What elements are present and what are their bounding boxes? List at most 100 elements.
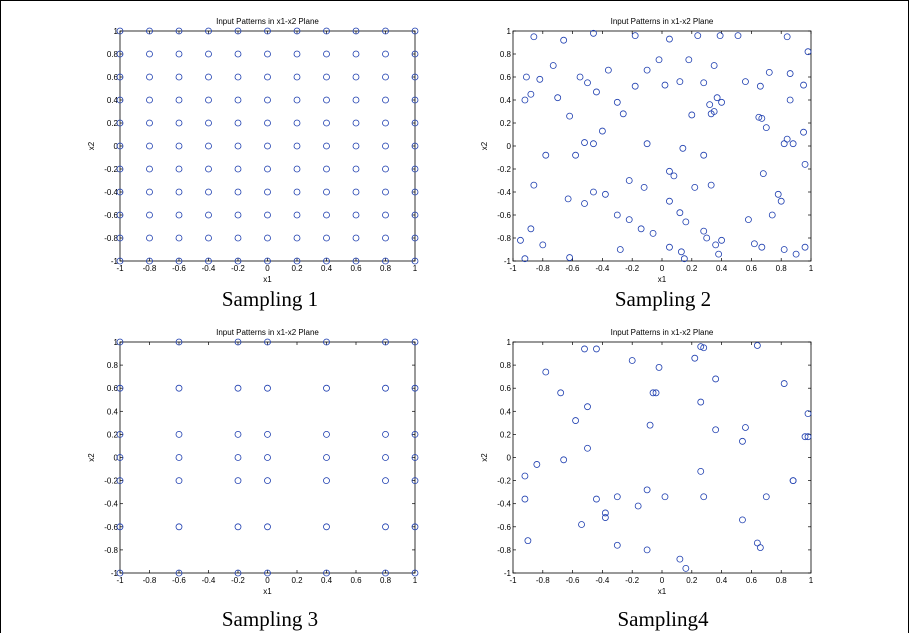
data-point xyxy=(765,69,773,76)
y-tick-label: 1 xyxy=(507,338,512,347)
plot-area xyxy=(512,30,812,262)
y-tick-label: -0.6 xyxy=(497,523,511,532)
x-tick-label: -0.6 xyxy=(172,264,186,273)
data-point xyxy=(523,73,530,81)
x-tick-label: -0.6 xyxy=(566,576,580,585)
panel-caption: Sampling 3 xyxy=(222,607,318,631)
data-point xyxy=(146,211,153,219)
data-point xyxy=(801,243,809,251)
data-point xyxy=(146,188,153,196)
scatter-panel-2: Input Patterns in x1-x2 Plane -1 -0.8 -0.6 -… xyxy=(480,17,814,311)
x-tick-label: 1 xyxy=(413,576,418,585)
data-point xyxy=(205,165,212,173)
data-point xyxy=(789,477,797,485)
x-tick-label: 0.4 xyxy=(321,264,333,273)
data-point xyxy=(175,27,183,35)
y-tick-label: -0.2 xyxy=(497,165,511,174)
data-point xyxy=(146,73,153,81)
y-tick-label: -0.2 xyxy=(104,165,118,174)
data-point xyxy=(116,234,124,242)
data-point xyxy=(175,50,183,58)
data-point xyxy=(697,398,705,406)
data-point xyxy=(566,112,574,120)
data-point xyxy=(643,546,651,554)
data-point xyxy=(146,119,153,127)
data-point xyxy=(593,345,600,353)
data-point xyxy=(801,433,809,441)
data-point xyxy=(677,248,685,256)
data-point xyxy=(234,211,242,219)
data-point xyxy=(411,50,419,58)
data-point xyxy=(613,211,621,219)
data-point xyxy=(116,384,124,392)
data-point xyxy=(640,183,648,191)
y-tick-label: 0.2 xyxy=(107,430,119,439)
data-point xyxy=(590,140,597,148)
data-point xyxy=(323,234,330,242)
y-tick-label: 1 xyxy=(114,27,119,36)
data-point xyxy=(116,142,124,150)
data-point xyxy=(323,188,330,196)
data-point xyxy=(323,211,330,219)
data-point xyxy=(566,254,574,261)
data-point xyxy=(804,410,812,418)
data-point xyxy=(205,96,212,104)
y-tick-label: -0.4 xyxy=(104,500,118,509)
data-point xyxy=(655,56,663,64)
data-point xyxy=(382,384,389,392)
data-point xyxy=(323,477,330,485)
data-point xyxy=(411,211,419,219)
y-tick-label: -0.2 xyxy=(497,477,511,486)
y-tick-label: 0.4 xyxy=(107,407,119,416)
data-point xyxy=(670,172,678,180)
data-point xyxy=(382,96,389,104)
data-point xyxy=(581,139,588,146)
scatter-panel-4: Input Patterns in x1-x2 Plane -1 -0.8 -0.6 -… xyxy=(480,328,814,631)
data-point xyxy=(264,338,271,346)
data-point xyxy=(146,165,153,173)
data-point xyxy=(581,200,588,207)
data-point xyxy=(116,454,124,461)
data-point xyxy=(601,190,609,198)
data-point xyxy=(264,73,271,81)
data-point xyxy=(584,79,591,87)
data-point xyxy=(682,218,690,226)
y-tick-label: 0.4 xyxy=(500,96,512,105)
data-point xyxy=(323,50,330,58)
data-point xyxy=(716,32,724,39)
x-tick-label: 1 xyxy=(809,264,814,273)
data-point xyxy=(572,151,579,159)
data-point xyxy=(323,454,330,461)
data-point xyxy=(590,29,597,37)
data-point xyxy=(718,236,725,244)
x-tick-label: 0.4 xyxy=(321,576,333,585)
data-point xyxy=(116,211,124,219)
data-point xyxy=(411,188,419,196)
data-point xyxy=(774,190,782,198)
y-axis-label: x2 xyxy=(87,141,96,150)
data-point xyxy=(323,27,330,35)
x-tick-label: -1 xyxy=(509,264,517,273)
data-point xyxy=(411,142,419,150)
x-tick-label: 0.6 xyxy=(746,576,758,585)
data-point xyxy=(382,119,389,127)
x-tick-label: -0.2 xyxy=(625,264,639,273)
y-tick-label: -0.8 xyxy=(497,234,511,243)
data-point xyxy=(576,73,584,81)
data-point xyxy=(146,96,153,104)
data-point xyxy=(264,96,271,104)
data-point xyxy=(352,119,360,127)
y-tick-label: -0.8 xyxy=(104,234,118,243)
data-point xyxy=(293,257,301,265)
data-point xyxy=(666,35,673,43)
data-point xyxy=(804,48,812,56)
plots-container: Input Patterns in x1-x2 Plane -1 -0.8 -0.6 -… xyxy=(87,17,814,631)
data-point xyxy=(762,493,770,501)
y-tick-label: 0.6 xyxy=(500,73,512,82)
x-tick-label: -0.2 xyxy=(625,576,639,585)
data-point xyxy=(205,188,212,196)
y-tick-label: 0 xyxy=(114,454,119,463)
data-point xyxy=(205,234,212,242)
data-point xyxy=(293,119,301,127)
data-point xyxy=(382,234,389,242)
